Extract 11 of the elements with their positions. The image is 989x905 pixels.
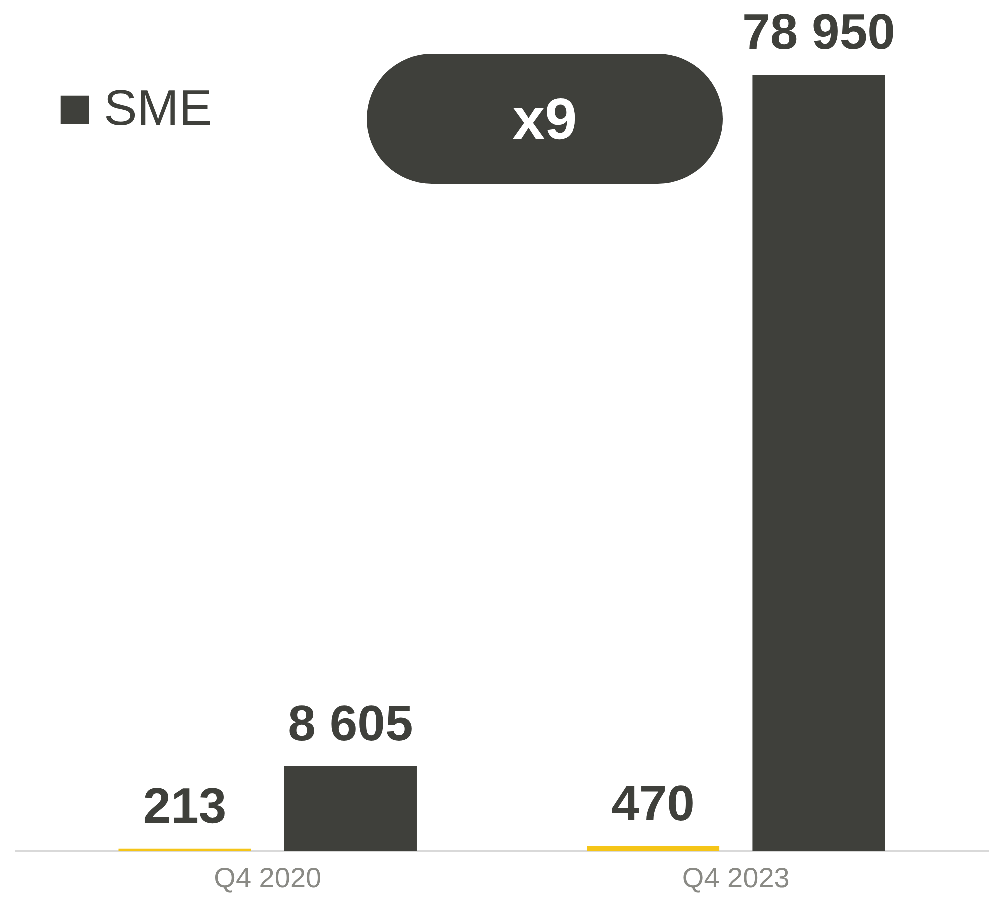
data-label: 470: [612, 775, 696, 832]
bar: [587, 846, 720, 851]
bar: [752, 75, 886, 851]
x-tick-label: Q4 2023: [682, 862, 790, 894]
data-label: 8 605: [288, 695, 414, 752]
pill-shape: x9: [367, 54, 723, 184]
x-tick-label: Q4 2020: [214, 862, 322, 894]
data-label: 213: [143, 778, 227, 834]
legend-label: SME: [104, 80, 212, 136]
bar: [284, 766, 417, 851]
data-label: 78 950: [742, 4, 896, 60]
